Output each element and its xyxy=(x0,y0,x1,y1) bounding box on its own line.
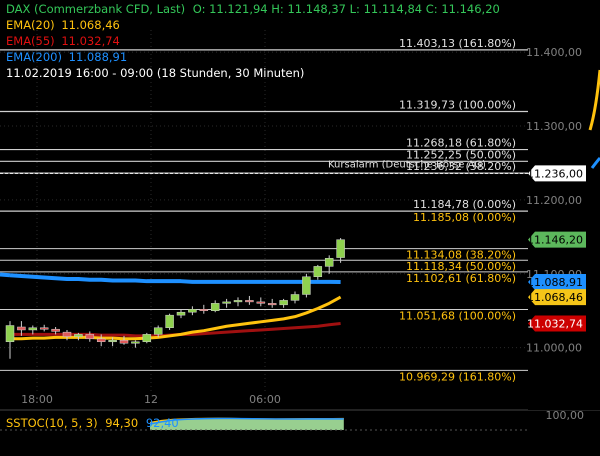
stochastic-fill xyxy=(150,418,344,430)
candle-down xyxy=(96,338,106,343)
time-tick-label: 06:00 xyxy=(249,393,281,406)
fib-label-lower: 11.051,68 (100.00%) xyxy=(399,309,516,322)
candle-up xyxy=(153,327,163,335)
price-badge-label: 11.088,91 xyxy=(527,276,583,289)
fib-label-lower: 11.185,08 (0.00%) xyxy=(413,211,516,224)
candle-down xyxy=(39,327,49,330)
candle-up xyxy=(233,300,243,303)
stochastic-k-value: 94,30 xyxy=(105,416,139,430)
ema20-legend[interactable]: EMA(20) 11.068,46 xyxy=(6,18,120,32)
fib-label-lower: 10.969,29 (161.80%) xyxy=(399,370,516,383)
fib-label-lower: 11.102,61 (61.80%) xyxy=(406,272,516,285)
price-badge xyxy=(528,289,586,306)
price-axis-background xyxy=(528,0,600,410)
price-tick-label: 11.400,00 xyxy=(526,46,582,59)
candle-down xyxy=(17,326,26,331)
fib-label-upper: 11.184,78 (0.00%) xyxy=(413,198,516,211)
ema200-line xyxy=(9,273,341,284)
price-badge xyxy=(528,165,586,182)
price-alarm-label: Kursalarm (Deutsche Börse AG) xyxy=(328,159,486,170)
candle-up xyxy=(108,340,117,343)
candle-up xyxy=(5,325,15,343)
fib-label-upper: 11.403,13 (161.80%) xyxy=(399,37,516,50)
time-tick-label: 18:00 xyxy=(21,393,53,406)
candle-up xyxy=(28,327,38,331)
ema-lines xyxy=(0,272,342,341)
candle-down xyxy=(199,309,209,312)
ohlc-readout: O: 11.121,94 H: 11.148,37 L: 11.114,84 C… xyxy=(192,2,500,16)
price-axis: 11.400,0011.300,0011.200,0011.100,0011.0… xyxy=(526,0,600,410)
instrument-header: DAX (Commerzbank CFD, Last) O: 11.121,94… xyxy=(6,2,500,16)
price-tick-label: 11.300,00 xyxy=(526,120,582,133)
ema55-label: EMA(55) xyxy=(6,34,55,48)
ema20-edge xyxy=(588,69,600,131)
ema55-value: 11.032,74 xyxy=(61,34,120,48)
fib-label-upper: 11.252,25 (50.00%) xyxy=(406,148,516,161)
price-badge-label: 11.146,20 xyxy=(527,234,583,247)
price-tick-label: 11.000,00 xyxy=(526,342,582,355)
candle-up xyxy=(142,334,152,343)
stochastic-axis-label: 100,00 xyxy=(546,409,585,422)
candle-up xyxy=(210,303,220,311)
candle-up xyxy=(279,300,288,306)
fibonacci-lines: 11.403,13 (161.80%) 11.319,73 (100.00%) 11… xyxy=(0,37,528,383)
ema20-value: 11.068,46 xyxy=(61,18,120,32)
candlesticks xyxy=(5,238,345,359)
candle-down xyxy=(119,340,129,344)
candle-up xyxy=(302,276,311,295)
stochastic-d-line xyxy=(149,417,344,425)
price-badge-label: 11.032,74 xyxy=(527,317,583,330)
stochastic-panel: 100,00 xyxy=(0,409,585,431)
instrument-title: DAX (Commerzbank CFD, Last) xyxy=(6,2,186,16)
candle-up xyxy=(324,258,334,267)
candle-down xyxy=(51,328,60,332)
fib-label-upper: 11.319,73 (100.00%) xyxy=(399,98,516,111)
price-badge xyxy=(528,315,586,332)
candle-down xyxy=(267,303,277,306)
price-badge xyxy=(528,231,586,248)
price-badge xyxy=(528,273,586,290)
candle-up xyxy=(336,239,345,258)
price-badge-label: 11.068,46 xyxy=(527,291,583,304)
price-badge-label: 11.236,00 xyxy=(527,167,583,180)
candle-up xyxy=(131,341,140,344)
ema20-line xyxy=(10,295,342,341)
ema20-label: EMA(20) xyxy=(6,18,55,32)
candle-up xyxy=(188,309,197,313)
ema200-label: EMA(200) xyxy=(6,50,62,64)
fib-label-lower: 11.118,34 (50.00%) xyxy=(406,260,516,273)
candle-up xyxy=(222,301,231,304)
ema200-value: 11.088,91 xyxy=(68,50,128,64)
ema200-line-lead xyxy=(0,272,11,278)
stochastic-d-value: 92,40 xyxy=(145,416,179,430)
price-tick-label: 11.200,00 xyxy=(526,194,582,207)
ema200-legend[interactable]: EMA(200) 11.088,91 xyxy=(6,50,127,64)
candle-up xyxy=(313,266,323,278)
stochastic-label: SSTOC(10, 5, 3) xyxy=(6,416,98,430)
fib-label-upper: 11.236,32 (38.20%) xyxy=(406,160,516,173)
candle-down xyxy=(62,331,72,337)
candle-up xyxy=(290,294,300,301)
ema55-legend[interactable]: EMA(55) 11.032,74 xyxy=(6,34,120,48)
fib-label-upper: 11.268,18 (61.80%) xyxy=(406,137,516,150)
candle-down xyxy=(256,301,266,304)
candle-down xyxy=(245,300,254,303)
time-tick-label: 12 xyxy=(144,393,158,406)
date-range: 11.02.2019 16:00 - 09:00 (18 Stunden, 30… xyxy=(6,66,305,80)
candle-up xyxy=(165,314,174,328)
fib-label-lower: 11.134,08 (38.20%) xyxy=(406,249,516,262)
candle-down xyxy=(85,334,95,340)
stochastic-legend[interactable]: SSTOC(10, 5, 3) 94,30 92,40 xyxy=(6,416,179,430)
candle-up xyxy=(74,334,83,337)
candle-up xyxy=(176,311,186,316)
